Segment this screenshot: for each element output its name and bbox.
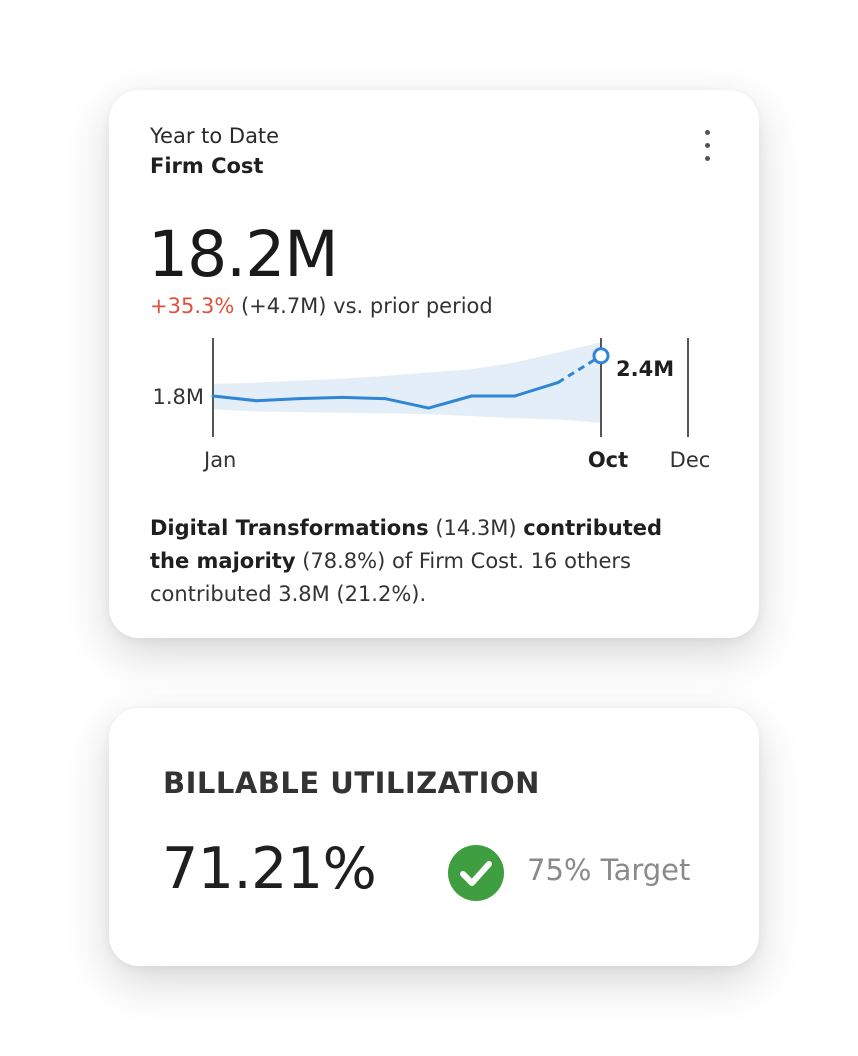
data-point-may (383, 397, 387, 401)
data-point-jan (211, 394, 215, 398)
data-point-feb (254, 399, 258, 403)
x-tick-end: Dec (670, 448, 711, 472)
firm-cost-card: Year to Date Firm Cost 18.2M +35.3% (+4.… (109, 90, 759, 638)
data-point-jul (470, 394, 474, 398)
summary-majority-label: contributed the majority (150, 516, 663, 573)
summary-top-value: (14.3M) (428, 516, 524, 540)
summary-top-contributor: Digital Transformations (150, 516, 429, 540)
x-tick-current: Oct (588, 448, 628, 472)
target-label: 75% Target (527, 853, 691, 887)
card-title: Firm Cost (150, 154, 264, 178)
utilization-title: BILLABLE UTILIZATION (163, 766, 540, 800)
change-detail: (+4.7M) vs. prior period (234, 294, 493, 318)
card-subtitle: Year to Date (150, 124, 280, 148)
change-percent: +35.3% (150, 294, 235, 318)
ytd-value: 18.2M (148, 218, 339, 291)
data-point-jun (427, 406, 431, 410)
x-tick-jan: Jan (202, 448, 236, 472)
current-value-label: 2.4M (616, 357, 674, 381)
data-point-aug (513, 394, 517, 398)
data-point-apr (340, 395, 344, 399)
trend-chart: 1.8M 2.4M Jan Oct Dec (152, 338, 711, 472)
confidence-band (213, 342, 601, 423)
y-reference-label: 1.8M (152, 385, 204, 409)
billable-utilization-card: BILLABLE UTILIZATION 71.21% 75% Target (109, 708, 759, 966)
change-summary: +35.3% (+4.7M) vs. prior period (150, 294, 493, 318)
data-point-sep (556, 381, 560, 385)
data-point-mar (297, 397, 301, 401)
contribution-summary: Digital Transformations (14.3M) contribu… (150, 512, 690, 611)
current-point-marker (592, 347, 610, 365)
summary-rest: (78.8%) of Firm Cost. 16 others contribu… (150, 549, 631, 606)
utilization-value: 71.21% (162, 836, 377, 902)
more-options-icon[interactable] (697, 130, 719, 164)
check-circle-icon (448, 845, 504, 901)
